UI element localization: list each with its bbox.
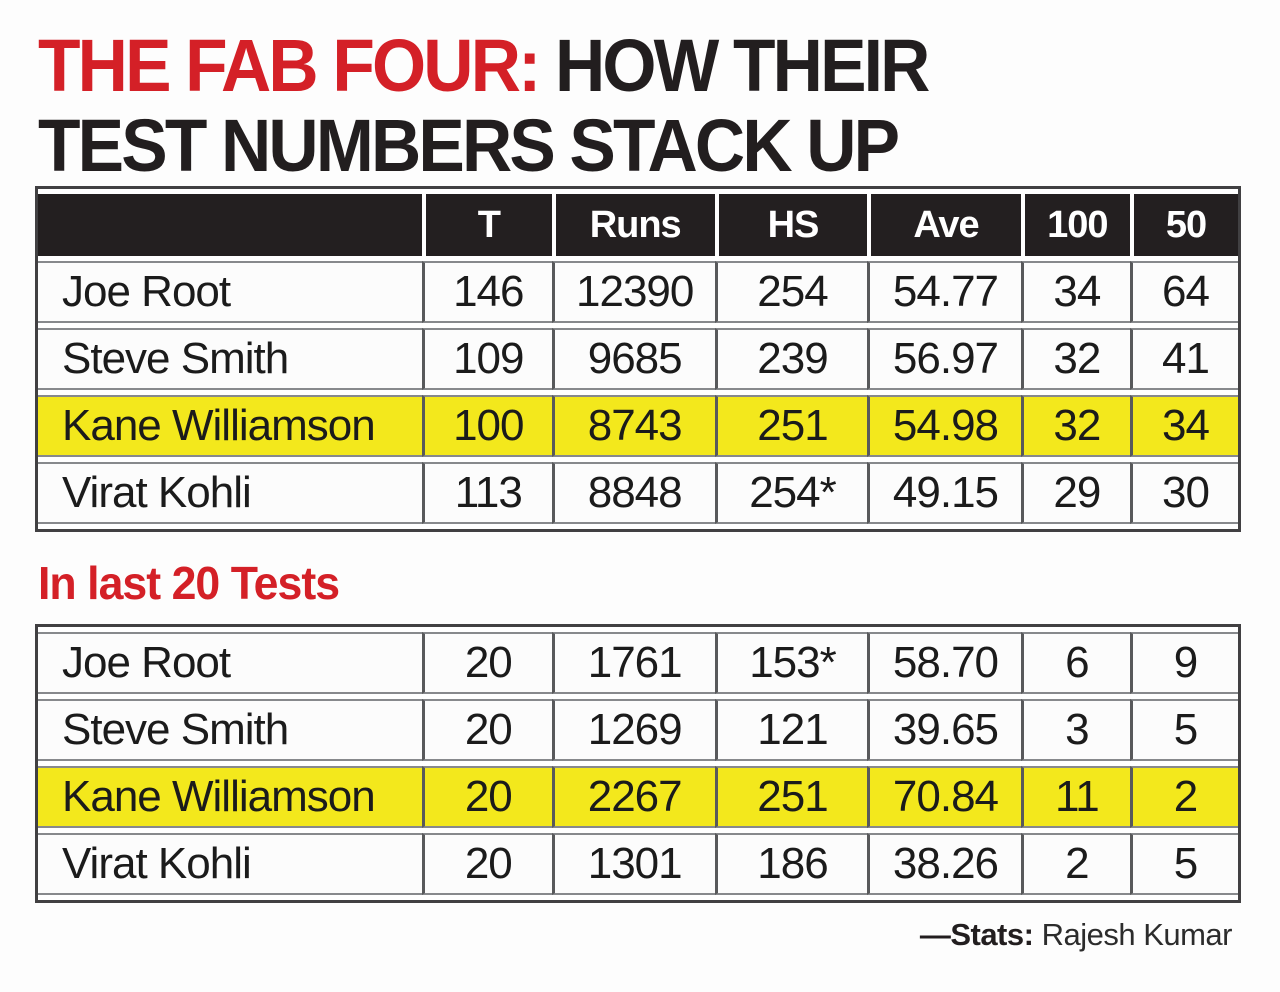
player-name-cell: Joe Root [38, 632, 422, 694]
career-stats-table: T Runs HS Ave 100 50 Joe Root 146 12390 … [35, 186, 1241, 532]
header-50s-cell: 50 [1129, 194, 1238, 256]
stat-cell-50s: 30 [1129, 462, 1238, 524]
stat-cell-hs: 251 [714, 395, 868, 457]
player-name-cell: Joe Root [38, 261, 422, 323]
table-row-steve-smith: Steve Smith 109 9685 239 56.97 32 41 [38, 328, 1238, 390]
table-row-virat-kohli: Virat Kohli 113 8848 254* 49.15 29 30 [38, 462, 1238, 524]
stat-cell-hs: 121 [714, 699, 868, 761]
section-title-last-20-tests: In last 20 Tests [38, 557, 340, 609]
stat-cell-ave: 56.97 [867, 328, 1021, 390]
stat-cell-100s: 3 [1020, 699, 1130, 761]
stat-cell-100s: 6 [1020, 632, 1130, 694]
player-name-cell: Virat Kohli [38, 462, 422, 524]
title-line2: TEST NUMBERS STACK UP [38, 104, 900, 187]
stat-cell-50s: 2 [1129, 766, 1238, 828]
stat-cell-50s: 34 [1129, 395, 1238, 457]
stat-cell-runs: 1761 [551, 632, 715, 694]
stat-cell-runs: 8848 [551, 462, 715, 524]
stat-cell-50s: 9 [1129, 632, 1238, 694]
stat-cell-100s: 32 [1020, 328, 1130, 390]
header-tests-cell: T [422, 194, 552, 256]
stat-cell-hs: 254* [714, 462, 868, 524]
stat-cell-50s: 5 [1129, 833, 1238, 895]
stat-cell-tests: 20 [422, 766, 552, 828]
stat-cell-runs: 9685 [551, 328, 715, 390]
stat-cell-ave: 38.26 [867, 833, 1021, 895]
player-name-cell: Steve Smith [38, 699, 422, 761]
page-title: THE FAB FOUR: HOW THEIR TEST NUMBERS STAC… [38, 26, 1205, 186]
stat-cell-hs: 254 [714, 261, 868, 323]
stat-cell-ave: 49.15 [867, 462, 1021, 524]
stat-cell-ave: 39.65 [867, 699, 1021, 761]
stat-cell-ave: 54.98 [867, 395, 1021, 457]
stat-cell-tests: 20 [422, 699, 552, 761]
header-runs-cell: Runs [551, 194, 715, 256]
header-ave-cell: Ave [867, 194, 1021, 256]
table-row-steve-smith: Steve Smith 20 1269 121 39.65 3 5 [38, 699, 1238, 761]
stat-cell-tests: 20 [422, 632, 552, 694]
stat-cell-runs: 1301 [551, 833, 715, 895]
stat-cell-100s: 29 [1020, 462, 1130, 524]
stat-cell-100s: 2 [1020, 833, 1130, 895]
stat-cell-tests: 146 [422, 261, 552, 323]
stat-cell-hs: 153* [714, 632, 868, 694]
stat-cell-50s: 41 [1129, 328, 1238, 390]
stat-cell-hs: 186 [714, 833, 868, 895]
header-player-cell [38, 194, 422, 256]
stat-cell-100s: 11 [1020, 766, 1130, 828]
table-row-joe-root: Joe Root 146 12390 254 54.77 34 64 [38, 261, 1238, 323]
stat-cell-tests: 113 [422, 462, 552, 524]
stat-cell-tests: 20 [422, 833, 552, 895]
header-hs-cell: HS [714, 194, 868, 256]
stat-cell-50s: 5 [1129, 699, 1238, 761]
table-row-kane-williamson-highlighted: Kane Williamson 100 8743 251 54.98 32 34 [38, 395, 1238, 457]
table-row-virat-kohli: Virat Kohli 20 1301 186 38.26 2 5 [38, 833, 1238, 895]
header-100s-cell: 100 [1020, 194, 1130, 256]
stats-credit-label: —Stats: [919, 917, 1034, 952]
stat-cell-runs: 2267 [551, 766, 715, 828]
stat-cell-100s: 34 [1020, 261, 1130, 323]
stat-cell-runs: 12390 [551, 261, 715, 323]
last-20-tests-table: Joe Root 20 1761 153* 58.70 6 9 Steve Sm… [35, 624, 1241, 903]
stat-cell-50s: 64 [1129, 261, 1238, 323]
stat-cell-tests: 109 [422, 328, 552, 390]
stat-cell-ave: 70.84 [867, 766, 1021, 828]
stat-cell-100s: 32 [1020, 395, 1130, 457]
stat-cell-hs: 251 [714, 766, 868, 828]
stat-cell-tests: 100 [422, 395, 552, 457]
stat-cell-hs: 239 [714, 328, 868, 390]
player-name-cell: Kane Williamson [38, 766, 422, 828]
title-line1-rest: HOW THEIR [538, 24, 930, 107]
stats-credit: —Stats: Rajesh Kumar [0, 917, 1233, 953]
player-name-cell: Virat Kohli [38, 833, 422, 895]
stats-credit-value: Rajesh Kumar [1041, 917, 1233, 952]
stat-cell-ave: 58.70 [867, 632, 1021, 694]
table-row-joe-root: Joe Root 20 1761 153* 58.70 6 9 [38, 632, 1238, 694]
player-name-cell: Kane Williamson [38, 395, 422, 457]
career-header-row: T Runs HS Ave 100 50 [38, 194, 1238, 256]
player-name-cell: Steve Smith [38, 328, 422, 390]
stat-cell-runs: 8743 [551, 395, 715, 457]
stat-cell-ave: 54.77 [867, 261, 1021, 323]
stat-cell-runs: 1269 [551, 699, 715, 761]
title-accent: THE FAB FOUR: [38, 24, 541, 107]
table-row-kane-williamson-highlighted: Kane Williamson 20 2267 251 70.84 11 2 [38, 766, 1238, 828]
